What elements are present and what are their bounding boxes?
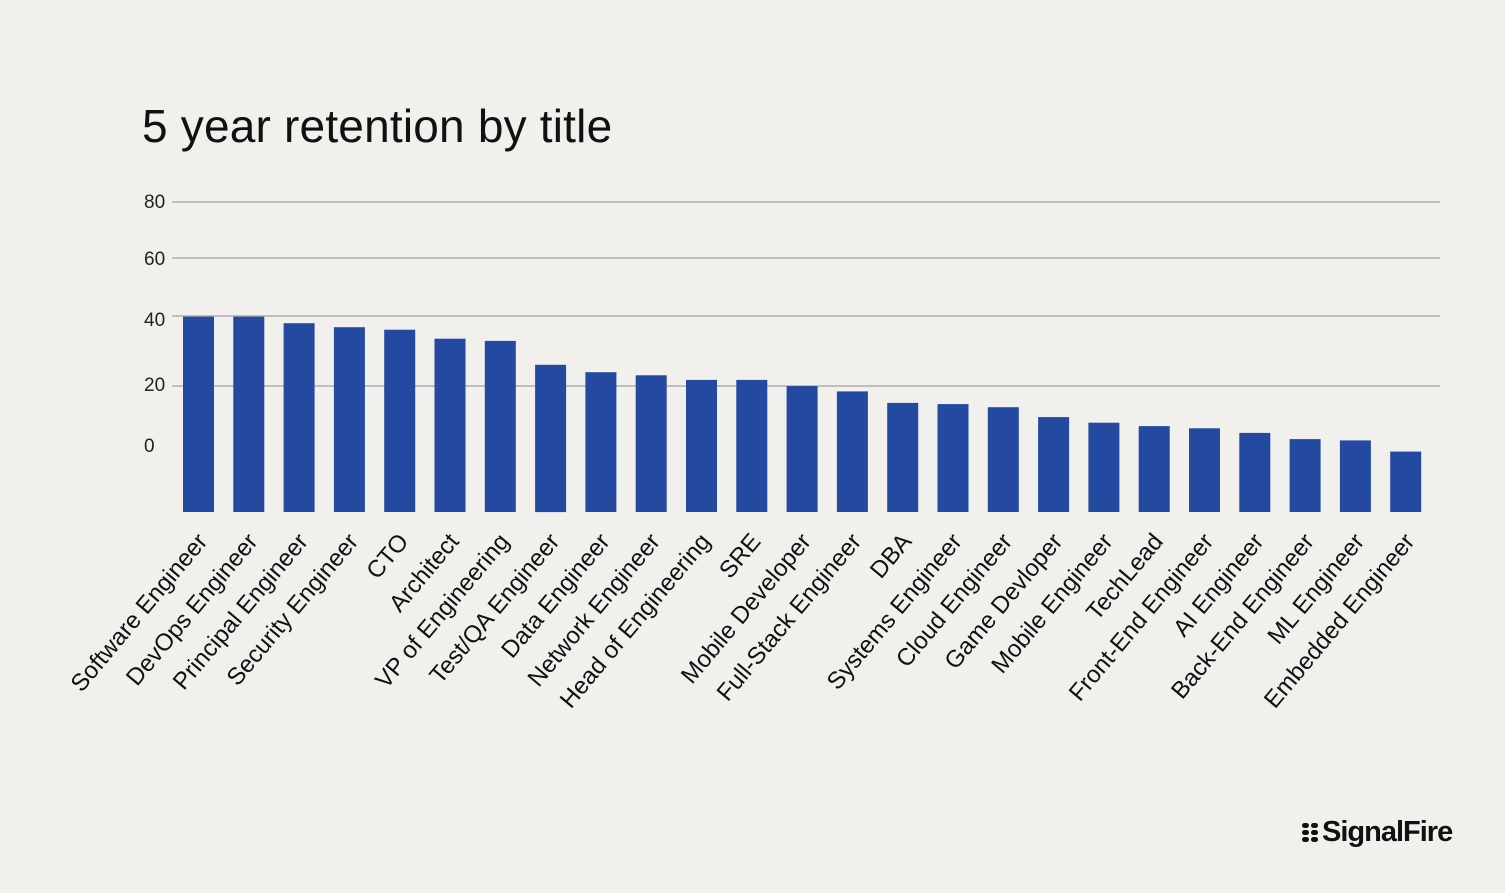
chart-title: 5 year retention by title bbox=[142, 100, 613, 152]
bar bbox=[1088, 422, 1120, 512]
bar bbox=[585, 372, 617, 512]
y-tick-label: 60 bbox=[144, 249, 165, 270]
bar bbox=[384, 329, 416, 512]
bar bbox=[836, 391, 868, 512]
bar bbox=[233, 316, 265, 512]
y-tick-label: 80 bbox=[144, 192, 165, 213]
signalfire-logo-icon bbox=[1302, 823, 1318, 842]
bar bbox=[987, 407, 1019, 512]
bar bbox=[1138, 426, 1170, 512]
bar bbox=[1289, 439, 1321, 512]
bar bbox=[686, 379, 717, 512]
bar bbox=[183, 316, 214, 512]
bar bbox=[1390, 451, 1422, 512]
bar bbox=[283, 323, 315, 512]
bar bbox=[887, 402, 919, 512]
bar bbox=[635, 375, 667, 512]
bar bbox=[333, 327, 365, 512]
bar bbox=[786, 386, 818, 512]
bar bbox=[535, 364, 567, 513]
bars bbox=[183, 316, 1422, 513]
bar bbox=[1239, 432, 1271, 512]
bar bbox=[484, 340, 516, 512]
bar bbox=[937, 404, 969, 512]
y-axis-ticks: 80 60 40 20 0 bbox=[144, 192, 165, 457]
bar bbox=[1189, 428, 1220, 512]
y-tick-label: 40 bbox=[144, 310, 165, 331]
gridlines bbox=[172, 201, 1440, 387]
signalfire-logo: SignalFire bbox=[1302, 812, 1453, 852]
y-tick-label: 0 bbox=[144, 436, 155, 457]
y-tick-label: 20 bbox=[144, 375, 165, 396]
bar bbox=[736, 379, 768, 512]
bar bbox=[1038, 417, 1070, 512]
bar bbox=[434, 338, 466, 512]
bar bbox=[1339, 440, 1371, 512]
brand-name: SignalFire bbox=[1322, 816, 1453, 848]
